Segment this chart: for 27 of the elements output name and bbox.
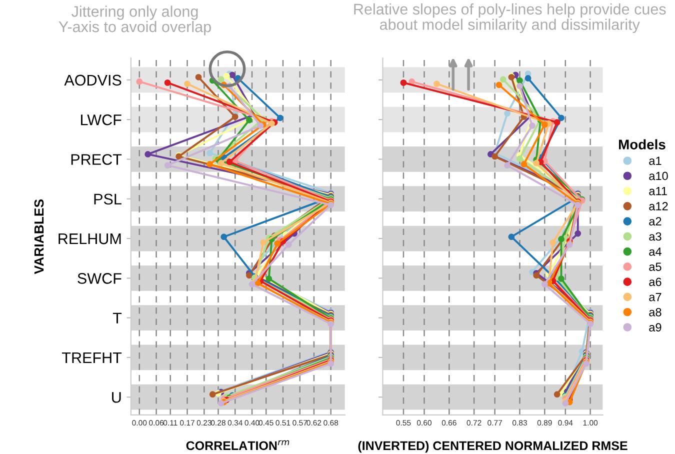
legend-label: a8 [649,308,662,316]
legend-label: a1 [649,156,662,165]
x-axis-title: CORRELATION$^{rm}$ [186,440,290,450]
y-tick-label: AODVIS [64,74,122,86]
y-axis-title: VARIABLES [34,199,44,274]
y-tick-label: RELHUM [58,234,121,244]
legend-label: a2 [649,217,662,226]
x-axis-title: (INVERTED) CENTERED NORMALIZED RMSE [358,440,628,453]
legend-label: a5 [649,262,662,271]
y-tick-label: LWCF [81,114,122,126]
legend-label: a4 [649,248,662,256]
legend-label: a10 [649,172,668,180]
legend-label: a7 [649,292,662,302]
y-tick-label: T [112,312,122,324]
text: Relative slopes of poly-lines help provide cues about model similarity and dissimilarity [354,3,666,33]
y-tick-label: PSL [94,194,122,205]
text: Jittering only along Y-axis to avoid overlap [58,6,211,36]
legend-label: a12 [649,202,668,210]
y-tick-label: SWCF [78,273,122,284]
legend-label: a11 [649,187,667,196]
y-tick-label: U [112,392,121,403]
legend-label: a6 [649,278,662,286]
legend-label: a9 [649,323,662,332]
legend-title: Models [618,139,666,150]
legend-label: a3 [649,232,662,241]
y-tick-label: TREFHT [62,352,122,363]
y-tick-label: PRECT [71,154,122,165]
